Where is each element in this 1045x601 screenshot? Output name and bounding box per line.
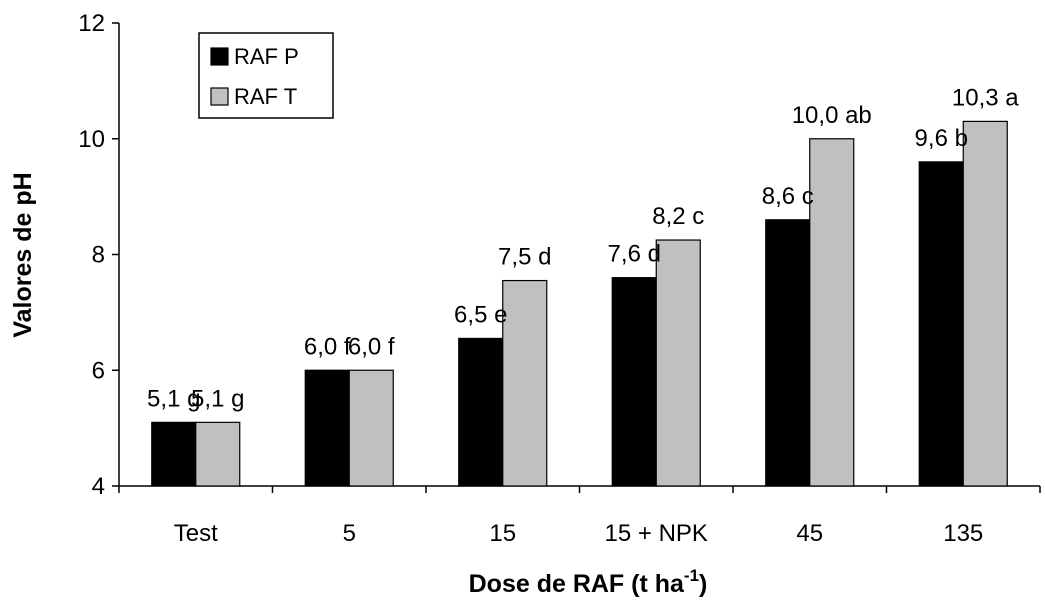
x-tick-label: 135 [943,520,983,547]
y-axis-ticks: 4 6 8 10 12 [78,10,119,500]
bar-value-label: 5,1 g [191,385,244,412]
legend-swatch [210,47,229,66]
x-tick-label: Test [174,520,218,547]
bar-raf-t [655,239,701,487]
bar-value-label: 7,6 d [608,241,661,268]
bar-raf-t [348,369,394,487]
y-tick-label: 6 [92,357,105,384]
legend-label: RAF P [234,44,299,69]
y-tick-label: 4 [92,473,105,500]
legend-label: RAF T [234,84,297,109]
bar-value-label: 5,1 g [147,385,200,412]
bar-value-label: 6,0 f [304,333,351,360]
x-axis-title-suffix: ) [699,570,707,598]
x-tick-label: 45 [796,520,823,547]
bar-raf-p [918,161,964,487]
bar-raf-p [765,219,811,487]
x-tick-label: 15 + NPK [605,520,708,547]
bar-value-label: 8,2 c [652,203,704,230]
bar-value-label: 6,0 f [348,333,395,360]
bar-labels: 5,1 g 6,0 f 6,5 e 7,6 d 8,6 c 9,6 b 5,1 g 6,0 f… [147,84,1019,412]
x-axis-ticks: Test 5 15 15 + NPK 45 135 [118,486,1041,547]
bars [151,120,1008,487]
bar-value-label: 10,0 ab [792,102,872,129]
bar-raf-t [809,138,855,487]
bar-raf-p [458,337,504,487]
bar-value-label: 8,6 c [762,183,814,210]
x-tick-label: 5 [343,520,356,547]
y-axis-title: Valores de pH [9,172,37,337]
y-tick-label: 8 [92,242,105,269]
bar-raf-t [502,279,548,487]
bar-raf-p [304,369,350,487]
bar-value-label: 7,5 d [498,244,551,271]
bar-raf-t [962,120,1008,487]
legend: RAF P RAF T [198,32,334,119]
x-tick-label: 15 [489,520,516,547]
y-tick-label: 10 [78,126,105,153]
legend-swatch [210,87,229,106]
x-axis-title-superscript: -1 [684,566,699,585]
x-axis-title: Dose de RAF (t ha-1) [469,566,708,598]
bar-raf-p [151,421,197,487]
bar-raf-p [611,277,657,487]
bar-value-label: 10,3 a [952,84,1019,111]
x-axis-title-main: Dose de RAF (t ha [469,570,685,598]
y-tick-label: 12 [78,10,105,37]
bar-value-label: 9,6 b [915,125,968,152]
bar-raf-t [195,421,241,487]
bar-value-label: 6,5 e [454,301,507,328]
